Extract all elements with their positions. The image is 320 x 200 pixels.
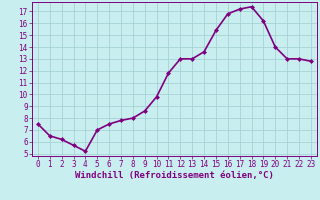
X-axis label: Windchill (Refroidissement éolien,°C): Windchill (Refroidissement éolien,°C) — [75, 171, 274, 180]
